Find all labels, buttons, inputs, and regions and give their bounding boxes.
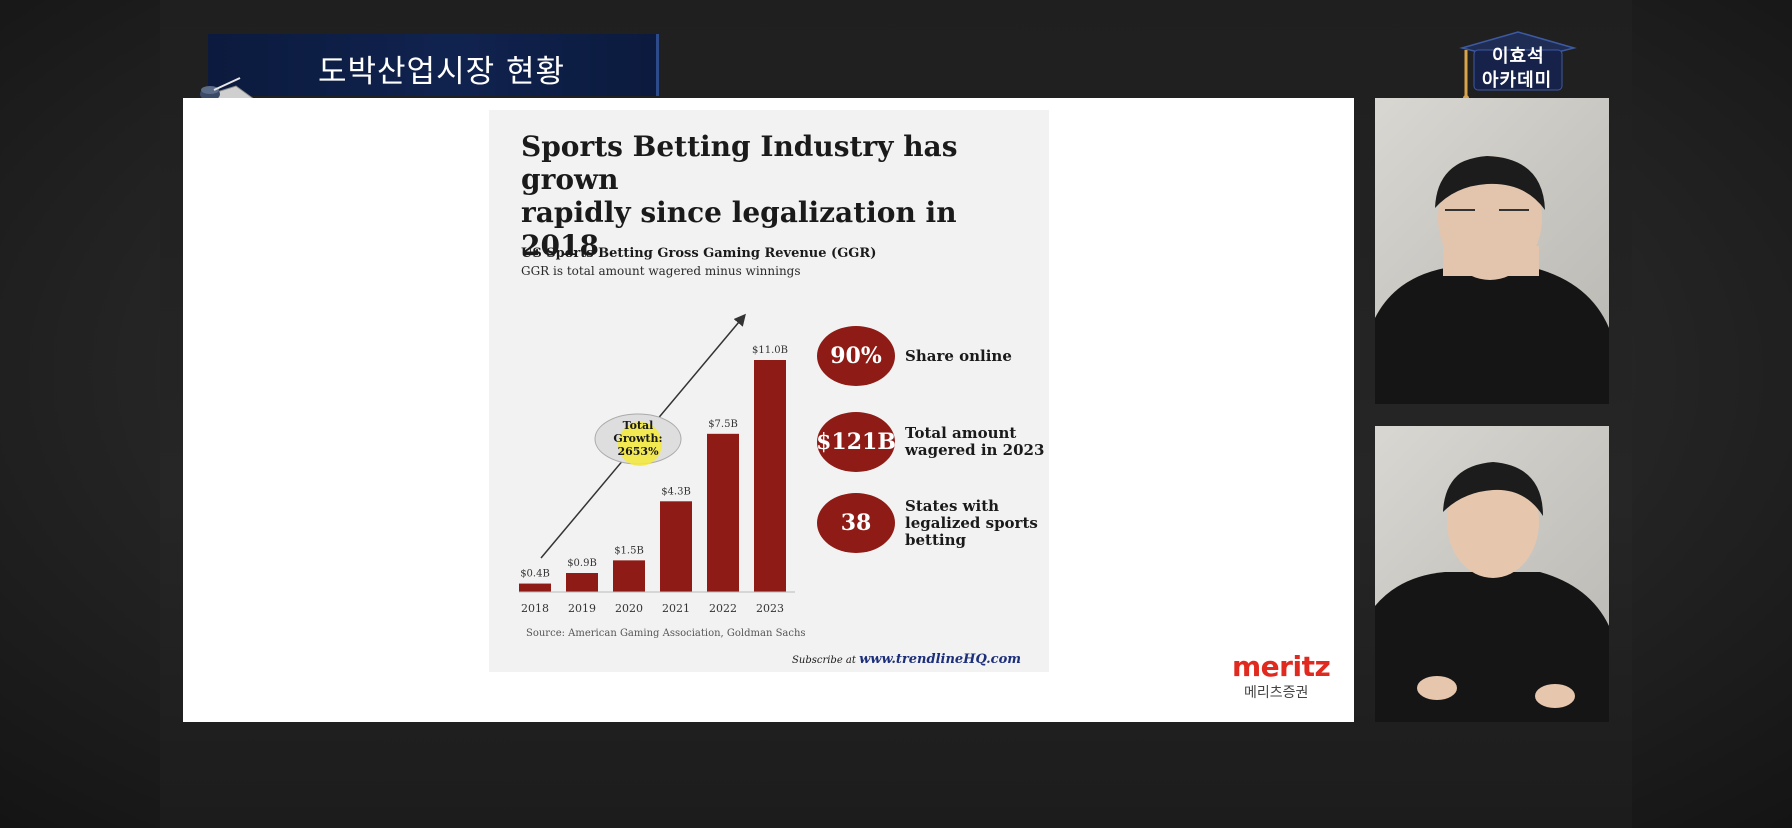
bar-2020 <box>613 560 645 592</box>
x-tick-label-2021: 2021 <box>662 602 690 615</box>
section-title-banner: 도박산업시장 현황 <box>208 34 659 96</box>
bar-2019 <box>566 573 598 592</box>
stat-label: Share online <box>905 346 1012 365</box>
subscribe-prefix: Subscribe at <box>792 655 856 666</box>
growth-label-line1: Total <box>623 419 654 432</box>
presenter-camera-2 <box>1375 426 1609 722</box>
academy-name-line2: 아카데미 <box>1482 70 1553 91</box>
chart-subtitle-note: GGR is total amount wagered minus winnin… <box>521 264 801 278</box>
graduation-cap-icon <box>1459 31 1577 100</box>
value-label-2022: $7.5B <box>708 419 738 430</box>
stat-share-online: 90% Share online <box>817 326 1047 386</box>
x-tick-label-2022: 2022 <box>709 602 737 615</box>
subscribe-url[interactable]: www.trendlineHQ.com <box>859 652 1021 667</box>
ggr-bar-chart: $0.4B $0.9B $1.5B $4.3B $7.5B $11.0B 2018 2019… <box>519 313 795 615</box>
infographic-title: Sports Betting Industry has grown rapidl… <box>521 130 1021 262</box>
infographic-title-line1: Sports Betting Industry has grown <box>521 130 958 196</box>
academy-logo: 이효석 아카데미 <box>1452 28 1584 100</box>
value-label-2018: $0.4B <box>520 569 550 580</box>
stat-label: Total amount wagered in 2023 <box>905 424 1045 459</box>
value-label-2019: $0.9B <box>567 558 597 569</box>
infographic-title-line2: rapidly since legalization in 2018 <box>521 196 957 262</box>
value-label-2020: $1.5B <box>614 545 644 556</box>
bar-2018 <box>519 583 551 592</box>
stat-label: States with legalized sports betting <box>905 496 1038 549</box>
bar-2021 <box>660 501 692 592</box>
meritz-logo: meritz 메리츠증권 <box>1230 650 1340 701</box>
chart-subtitle: US Sports Betting Gross Gaming Revenue (… <box>521 246 877 261</box>
x-tick-label-2020: 2020 <box>615 602 643 615</box>
meritz-korean-name: 메리츠증권 <box>1244 685 1309 701</box>
academy-name-line1: 이효석 <box>1492 46 1545 67</box>
subscribe-line: Subscribe at www.trendlineHQ.com <box>792 652 1021 667</box>
section-title: 도박산업시장 현황 <box>318 54 566 90</box>
presenter-2-silhouette <box>1375 462 1609 722</box>
growth-label-line3: 2653% <box>617 445 659 458</box>
stat-value-oval: 90% <box>817 326 895 386</box>
stat-value-oval: $121B <box>816 412 896 472</box>
cursor-highlight <box>618 422 662 466</box>
stat-value-oval: 38 <box>817 493 895 553</box>
bar-2023 <box>754 360 786 592</box>
meritz-wordmark: meritz <box>1232 650 1331 683</box>
infographic-card: Sports Betting Industry has grown rapidl… <box>489 110 1049 672</box>
bar-2022 <box>707 433 739 592</box>
value-label-2021: $4.3B <box>661 486 691 497</box>
value-label-2023: $11.0B <box>752 345 788 356</box>
chart-source: Source: American Gaming Association, Gol… <box>526 628 806 639</box>
x-tick-label-2023: 2023 <box>756 602 784 615</box>
presenter-1-silhouette <box>1375 156 1609 404</box>
growth-label-line2: Growth: <box>613 432 662 445</box>
stat-total-wagered: $121B Total amount wagered in 2023 <box>816 412 1047 472</box>
x-tick-label-2019: 2019 <box>568 602 596 615</box>
presenter-camera-1 <box>1375 98 1609 404</box>
x-tick-label-2018: 2018 <box>521 602 549 615</box>
stat-legal-states: 38 States with legalized sports betting <box>817 493 1047 553</box>
